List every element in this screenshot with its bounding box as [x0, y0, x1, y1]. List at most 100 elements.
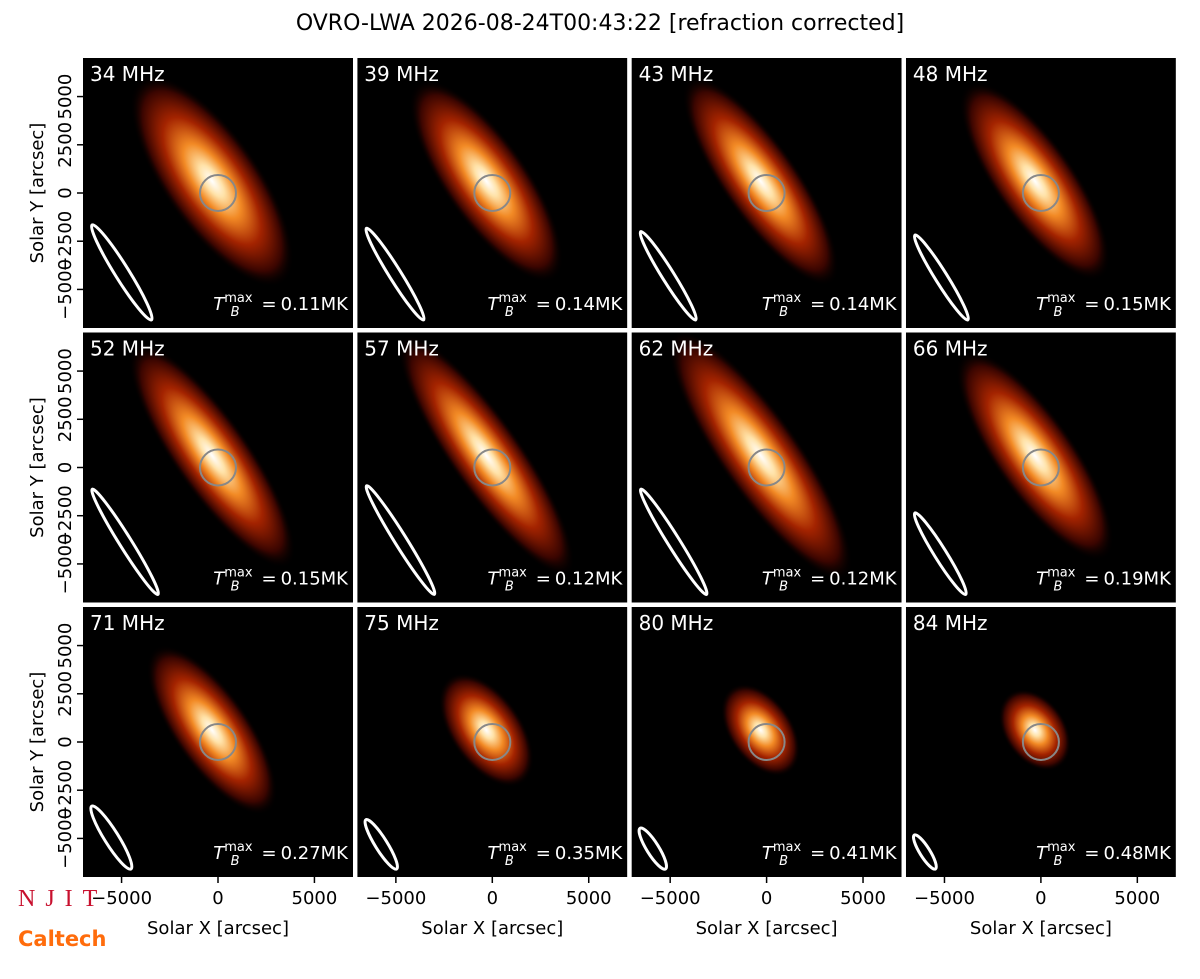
tb-max-annotation: Tmax B = 0.27MK	[213, 840, 349, 869]
solar-disk	[199, 448, 237, 487]
panel: 66 MHz Tmax B = 0.19MK	[905, 332, 1176, 603]
source-emission	[398, 334, 575, 577]
x-tick-label: 5000	[1114, 888, 1160, 909]
tb-max-value: 0.11MK	[281, 294, 350, 315]
tb-sub: B	[1053, 580, 1062, 595]
tb-symbol: T	[762, 294, 775, 315]
panel: 48 MHz Tmax B = 0.15MK	[905, 58, 1176, 328]
tb-sub: B	[231, 854, 240, 869]
solar-disk	[1021, 448, 1060, 487]
beam	[89, 804, 134, 871]
panel-body	[631, 58, 902, 328]
y-tick-label: 2500	[55, 122, 76, 168]
beam	[912, 233, 970, 322]
tb-symbol: T	[762, 569, 775, 590]
frequency-label: 43 MHz	[639, 62, 714, 86]
tb-sub: B	[1053, 305, 1062, 320]
tb-symbol: T	[488, 294, 501, 315]
tb-max-annotation: Tmax B = 0.14MK	[488, 291, 624, 320]
figure-title: OVRO-LWA 2026-08-24T00:43:22 [refraction…	[296, 11, 904, 36]
tb-symbol: T	[213, 569, 226, 590]
tb-sup: max	[499, 840, 528, 855]
tb-equals: =	[810, 569, 825, 590]
tb-sup: max	[224, 566, 253, 581]
tb-symbol: T	[1036, 569, 1049, 590]
y-axis-label: Solar Y [arcsec]	[27, 672, 48, 813]
solar-disk	[473, 174, 512, 212]
tb-max-annotation: Tmax B = 0.15MK	[1036, 291, 1172, 320]
panel-body	[83, 607, 353, 877]
tb-max-annotation: Tmax B = 0.12MK	[488, 566, 624, 595]
y-tick-label: 0	[55, 736, 76, 747]
tb-symbol: T	[488, 569, 501, 590]
frequency-label: 39 MHz	[364, 62, 439, 86]
tb-symbol: T	[1036, 843, 1049, 864]
beam	[637, 826, 668, 871]
tb-equals: =	[536, 569, 551, 590]
tb-symbol: T	[488, 843, 501, 864]
tb-sup: max	[1047, 840, 1076, 855]
tb-symbol: T	[1036, 294, 1049, 315]
tb-sup: max	[773, 566, 802, 581]
panel: 62 MHz Tmax B = 0.12MK	[631, 332, 902, 603]
x-tick-label: −5000	[914, 888, 975, 909]
source-emission	[409, 79, 564, 283]
tb-sub: B	[505, 580, 514, 595]
tb-max-value: 0.27MK	[281, 843, 350, 864]
beam	[638, 230, 698, 322]
source-emission	[668, 332, 853, 581]
solar-disk	[1021, 174, 1060, 212]
tb-max-value: 0.14MK	[829, 294, 898, 315]
frequency-label: 84 MHz	[913, 611, 988, 635]
beam	[364, 226, 426, 322]
tb-sup: max	[773, 291, 802, 306]
source-emission	[128, 342, 296, 569]
y-axis-label: Solar Y [arcsec]	[27, 397, 48, 538]
y-tick-label: 0	[55, 462, 76, 473]
panel-body	[83, 332, 353, 603]
tb-equals: =	[536, 843, 551, 864]
tb-max-annotation: Tmax B = 0.35MK	[488, 840, 624, 869]
tb-sup: max	[499, 566, 528, 581]
x-tick-label: 5000	[292, 888, 338, 909]
tb-max-annotation: Tmax B = 0.48MK	[1036, 840, 1172, 869]
x-axis-label: Solar X [arcsec]	[696, 918, 838, 939]
tb-max-value: 0.15MK	[1103, 294, 1172, 315]
tb-sup: max	[224, 840, 253, 855]
tb-max-annotation: Tmax B = 0.11MK	[213, 291, 349, 320]
panel-body	[905, 607, 1176, 877]
panel: 39 MHz Tmax B = 0.14MK	[357, 58, 628, 328]
tb-sub: B	[505, 854, 514, 869]
tb-max-annotation: Tmax B = 0.14MK	[762, 291, 898, 320]
beam	[90, 487, 160, 596]
x-tick-label: 5000	[840, 888, 886, 909]
solar-disk	[1021, 723, 1060, 761]
tb-max-value: 0.14MK	[555, 294, 624, 315]
tb-max-annotation: Tmax B = 0.19MK	[1036, 566, 1172, 595]
solar-disk	[199, 723, 237, 761]
source-emission	[682, 76, 839, 286]
tb-equals: =	[261, 843, 276, 864]
y-tick-label: −5000	[55, 533, 76, 594]
source-emission	[959, 81, 1111, 281]
frequency-label: 48 MHz	[913, 62, 988, 86]
source-emission	[130, 74, 294, 288]
frequency-label: 75 MHz	[364, 611, 439, 635]
tb-sub: B	[505, 305, 514, 320]
source-emission	[998, 689, 1072, 771]
tb-equals: =	[261, 294, 276, 315]
y-tick-label: −2500	[55, 211, 76, 272]
tb-symbol: T	[213, 843, 226, 864]
panel-body	[905, 58, 1176, 328]
y-tick-label: 5000	[55, 348, 76, 394]
tb-max-annotation: Tmax B = 0.12MK	[762, 566, 898, 595]
source-emission	[956, 350, 1114, 561]
x-tick-label: 5000	[566, 888, 612, 909]
tb-sup: max	[1047, 291, 1076, 306]
tb-max-annotation: Tmax B = 0.41MK	[762, 840, 898, 869]
